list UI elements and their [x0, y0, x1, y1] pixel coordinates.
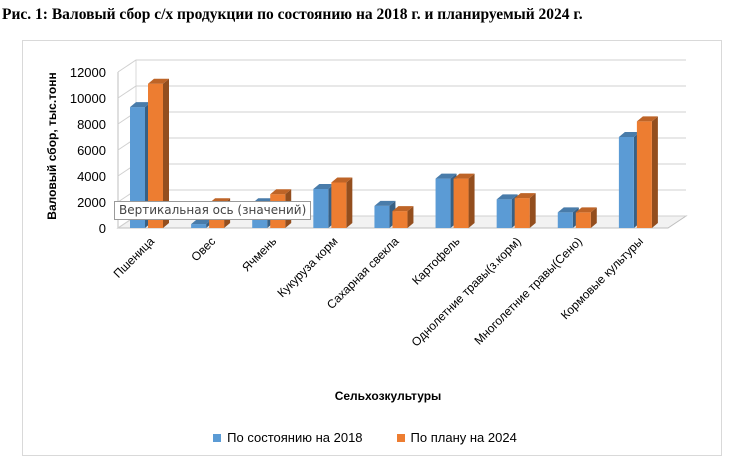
x-category-label-7: Многолетние травы(Сено): [471, 234, 584, 347]
bar-8-1[interactable]: [636, 116, 658, 228]
bar-top: [130, 102, 151, 108]
bar-front: [453, 178, 469, 228]
bar-front: [331, 182, 347, 228]
legend-label-2024: По плану на 2024: [410, 430, 517, 445]
bar-4-0[interactable]: [374, 200, 396, 228]
bar-front: [514, 198, 530, 228]
gridline-4000: [117, 163, 686, 177]
x-category-label-1: Овес: [188, 234, 218, 264]
y-tick-label-6000: 6000: [77, 143, 106, 158]
bar-front: [435, 178, 451, 228]
bar-front: [636, 121, 652, 228]
bar-top: [270, 189, 292, 195]
bar-front: [392, 211, 408, 228]
bar-top: [557, 207, 579, 213]
bar-top: [575, 207, 597, 213]
y-tick-label-12000: 12000: [70, 65, 106, 80]
x-axis-title: Сельхозкультуры: [335, 389, 442, 403]
bar-3-1[interactable]: [331, 177, 353, 229]
chart-title: Рис. 1: Валовый сбор с/х продукции по со…: [2, 6, 583, 23]
bar-side: [590, 207, 597, 228]
y-tick-label-10000: 10000: [70, 91, 106, 106]
axis-tooltip: Вертикальная ось (значений): [114, 201, 312, 220]
bar-top: [313, 184, 335, 189]
legend-item-2024[interactable]: По плану на 2024: [396, 430, 517, 445]
x-category-label-0: Пшеница: [111, 234, 158, 281]
x-category-label-2: Ячмень: [239, 234, 279, 274]
bar-5-1[interactable]: [453, 173, 475, 228]
bar-front: [148, 83, 163, 228]
y-axis-title: Валовый сбор, тыс.тонн: [45, 72, 59, 219]
bar-side: [529, 193, 536, 228]
bar-side: [407, 206, 414, 228]
legend-swatch-2018: [213, 433, 222, 442]
bar-top: [191, 219, 213, 225]
bar-top: [618, 132, 640, 137]
bar-0-1[interactable]: [148, 78, 169, 228]
bar-front: [313, 189, 329, 228]
bar-top: [331, 177, 353, 183]
bar-side: [651, 116, 658, 228]
bar-4-1[interactable]: [392, 206, 414, 228]
gridline-6000: [117, 137, 686, 151]
bar-side: [163, 78, 169, 228]
bar-front: [130, 107, 145, 228]
bar-front: [191, 224, 207, 228]
bar-7-1[interactable]: [575, 207, 597, 228]
bar-top: [453, 173, 475, 179]
bar-7-0[interactable]: [557, 207, 579, 228]
y-tick-label-0: 0: [99, 221, 106, 236]
x-category-label-3: Кукуруза корм: [274, 234, 340, 300]
bar-front: [557, 212, 573, 228]
bar-top: [514, 193, 536, 199]
legend-swatch-2024: [396, 433, 405, 442]
bar-top: [435, 173, 457, 179]
bar-front: [374, 205, 390, 228]
bar-6-0[interactable]: [496, 194, 518, 228]
gridline-10000: [117, 85, 686, 99]
bar-5-0[interactable]: [435, 173, 457, 228]
bar-front: [496, 199, 512, 228]
bar-top: [496, 194, 518, 200]
bar-side: [346, 177, 353, 228]
bar-6-1[interactable]: [514, 193, 536, 228]
x-category-label-6: Однолетние травы(з.корм): [409, 234, 524, 349]
bar-top: [636, 116, 658, 122]
y-tick-label-2000: 2000: [77, 195, 106, 210]
gridline-12000: [117, 59, 686, 73]
gridline-8000: [117, 111, 686, 125]
y-tick-label-4000: 4000: [77, 169, 106, 184]
bar-3-0[interactable]: [313, 184, 335, 228]
legend-item-2018[interactable]: По состоянию на 2018: [213, 430, 363, 445]
legend-label-2018: По состоянию на 2018: [227, 430, 363, 445]
bar-8-0[interactable]: [618, 132, 640, 228]
bar-top: [392, 206, 414, 212]
bar-top: [374, 200, 396, 206]
bar-side: [468, 173, 475, 228]
y-axis-ticks: 0 2000 4000 6000 8000 10000 12000: [70, 65, 106, 236]
y-tick-label-8000: 8000: [77, 117, 106, 132]
x-category-label-5: Картофель: [409, 234, 462, 287]
chart-area[interactable]: [22, 40, 722, 456]
bar-top: [148, 78, 169, 84]
bar-front: [575, 212, 591, 228]
bar-front: [618, 137, 634, 228]
legend[interactable]: По состоянию на 2018 По плану на 2024: [0, 430, 730, 445]
